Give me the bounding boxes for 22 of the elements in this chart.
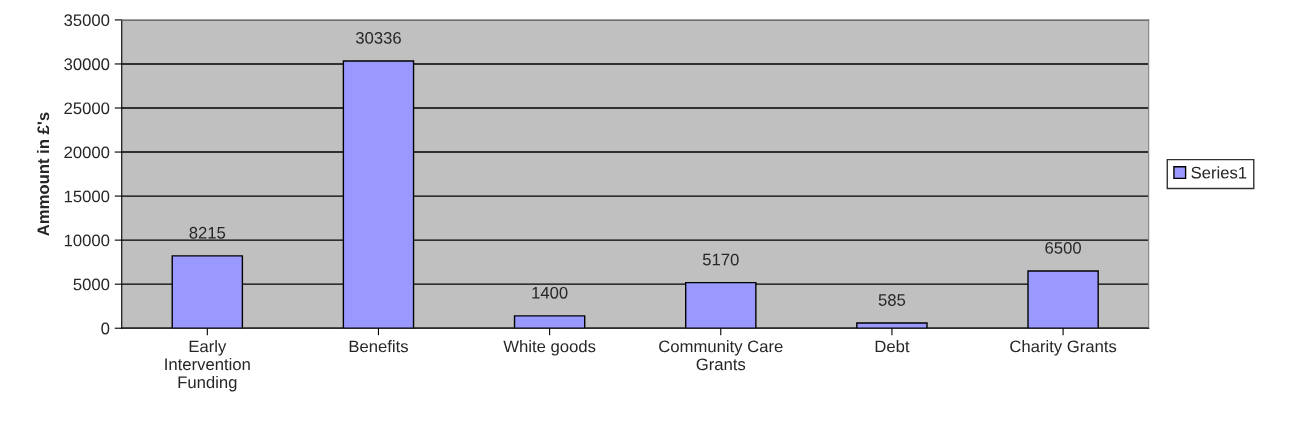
y-tick-label: 25000 <box>64 102 110 115</box>
data-label: 5170 <box>702 253 739 266</box>
y-axis-title: Ammount in £'s <box>36 112 50 236</box>
data-label: 6500 <box>1045 241 1081 254</box>
y-tick-label: 10000 <box>64 234 110 247</box>
data-label: 8215 <box>189 226 226 239</box>
x-tick-label: White goods <box>503 340 596 356</box>
x-tick-label: Debt <box>875 340 910 353</box>
y-tick-label: 0 <box>101 322 110 335</box>
data-label: 30336 <box>355 32 401 44</box>
y-tick-label: 15000 <box>64 190 110 203</box>
data-label: 585 <box>878 294 906 306</box>
x-tick-label: Charity Grants <box>1010 340 1117 356</box>
legend-label: Series1 <box>1191 166 1247 179</box>
y-tick-label: 30000 <box>64 58 110 71</box>
y-tick-label: 5000 <box>73 278 110 291</box>
y-tick-label: 20000 <box>64 146 110 159</box>
data-label: 1400 <box>532 286 568 299</box>
x-tick-label: Community Care Grants <box>659 340 783 371</box>
x-tick-label: Benefits <box>349 340 408 353</box>
x-tick-label: Early Intervention Funding <box>165 340 250 392</box>
y-tick-label: 35000 <box>64 14 110 27</box>
